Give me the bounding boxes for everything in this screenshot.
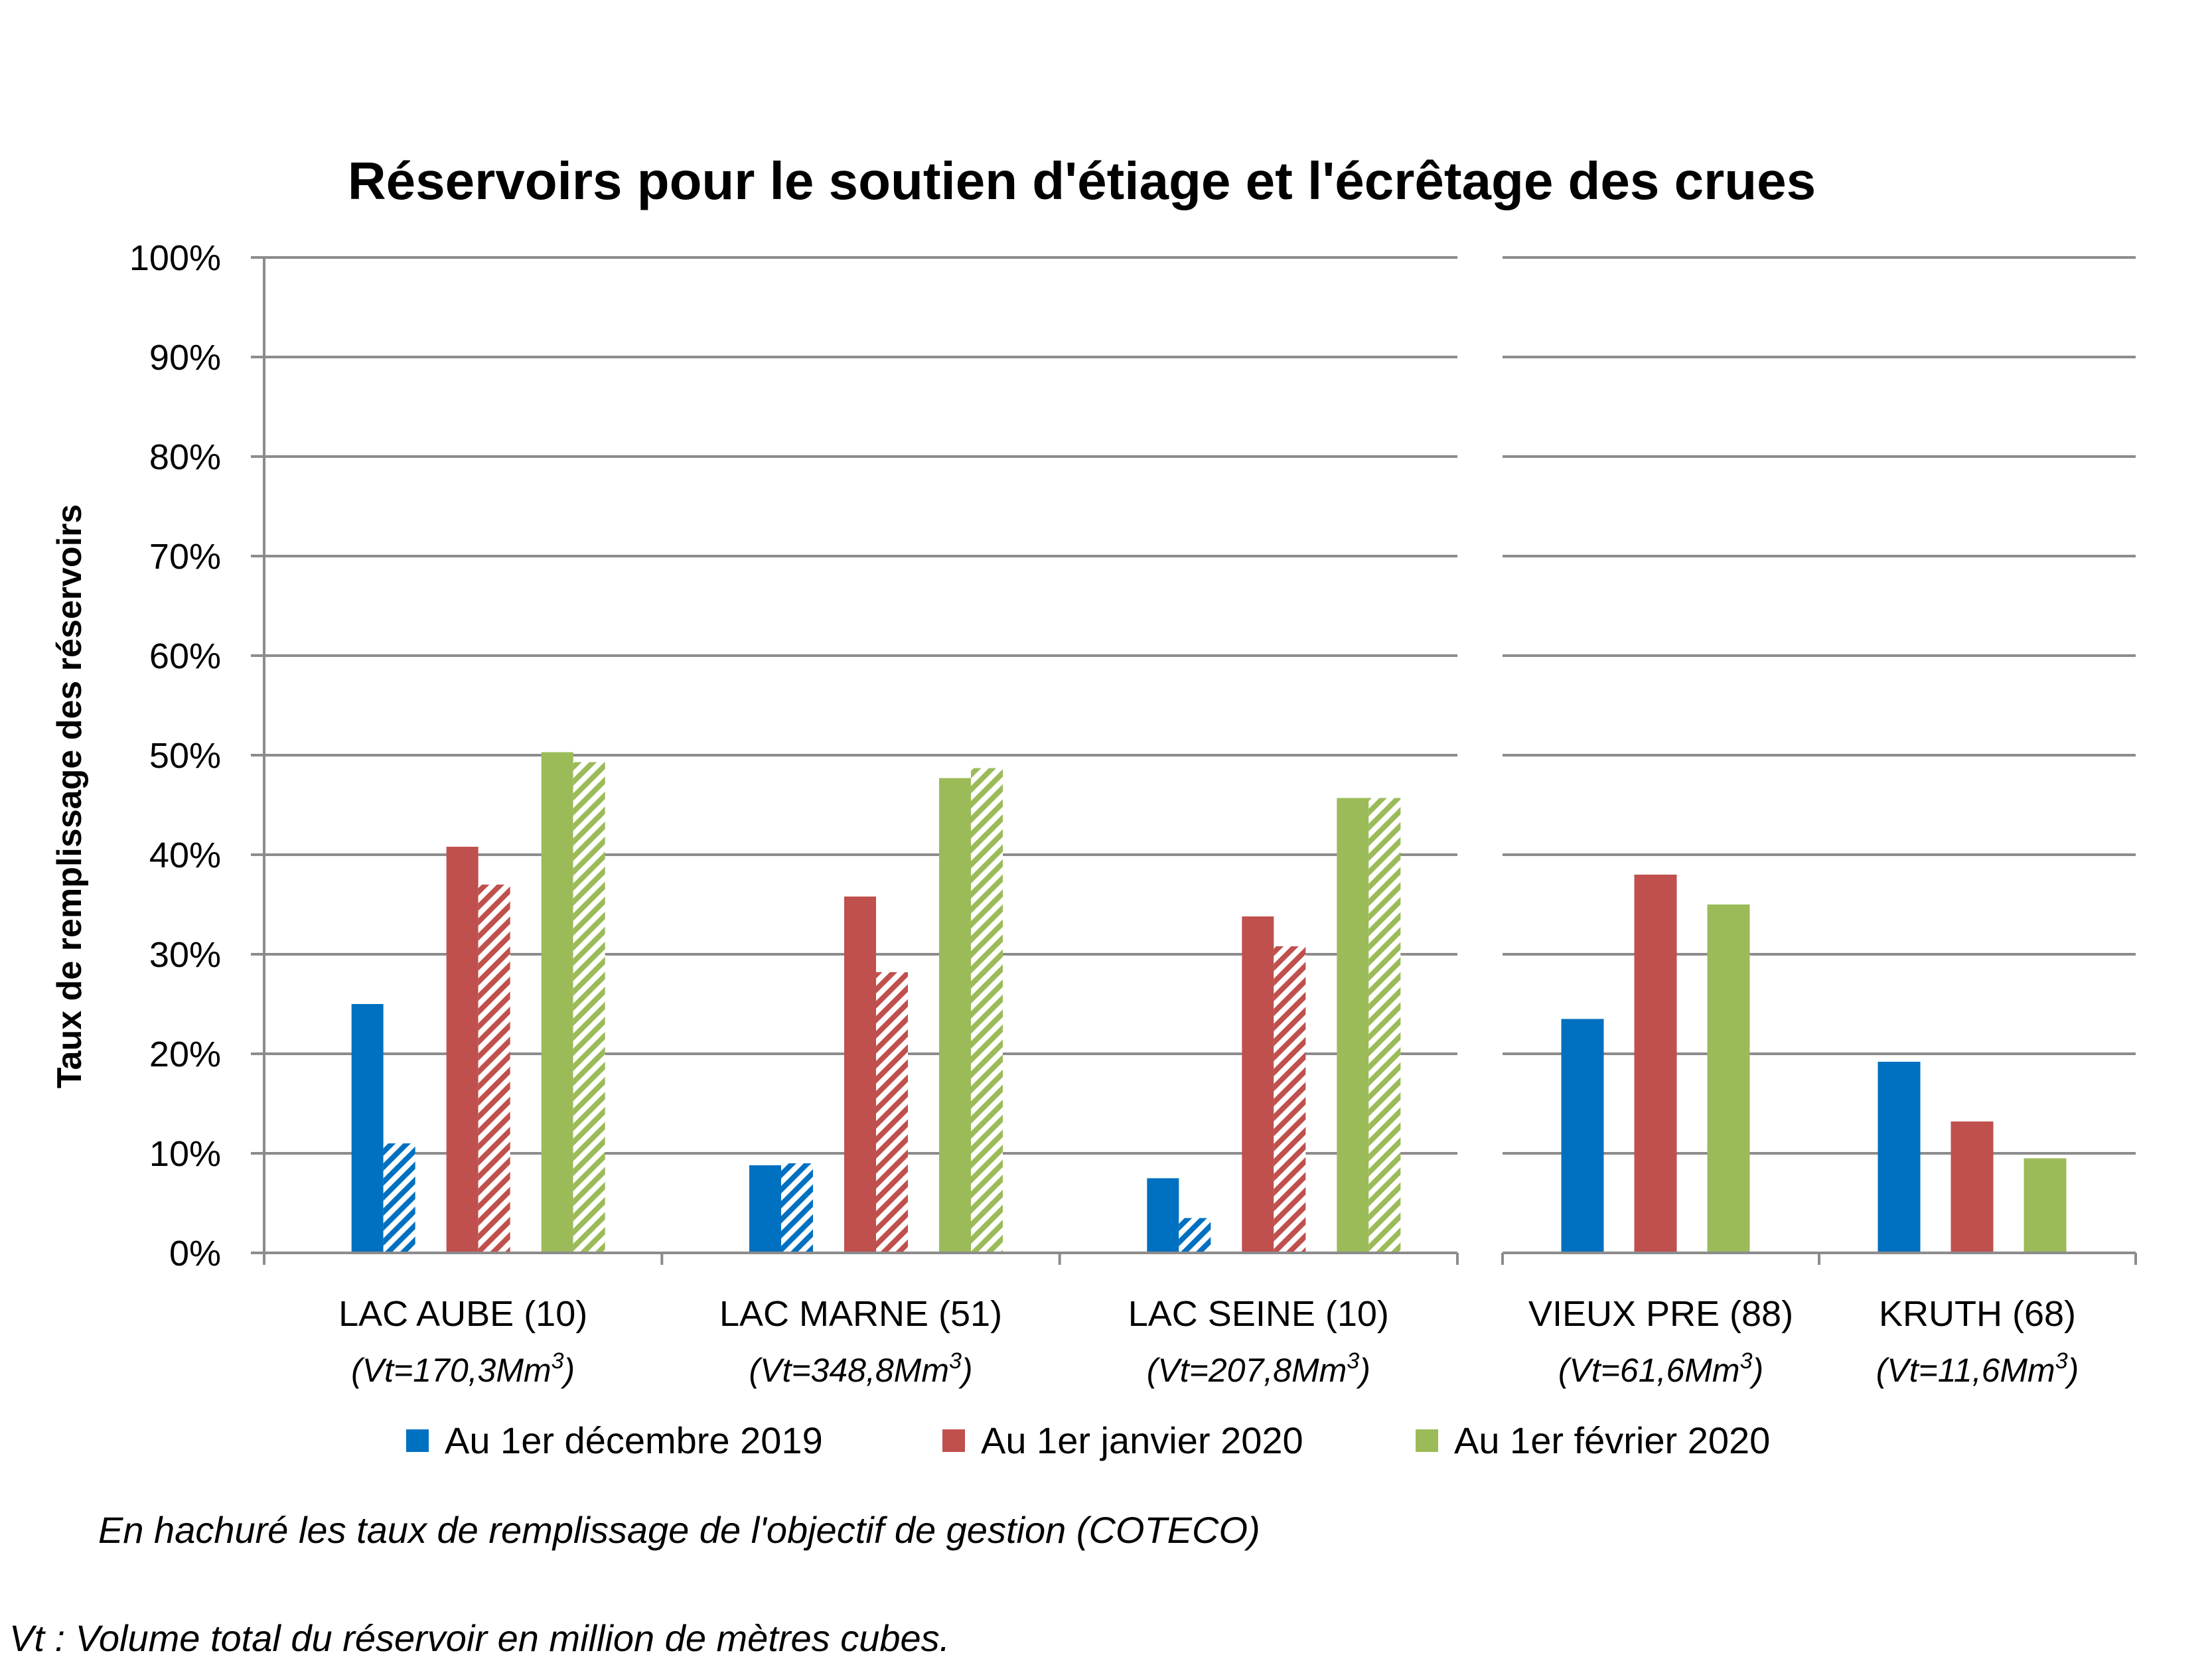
- bar-objective-0-1: [478, 885, 510, 1253]
- legend-label-1: Au 1er janvier 2020: [981, 1419, 1303, 1461]
- bar-objective-1-0: [781, 1163, 813, 1253]
- category-volume: (Vt=207,8Mm3): [1147, 1348, 1370, 1389]
- y-tick-label: 0%: [169, 1234, 221, 1273]
- category-labels: LAC AUBE (10) (Vt=170,3Mm3) LAC MARNE (51)…: [338, 1294, 2079, 1389]
- y-tick-label: 90%: [149, 338, 221, 378]
- y-tick-label: 100%: [129, 238, 221, 278]
- bar-4-1: [1951, 1121, 1994, 1253]
- category-label: VIEUX PRE (88): [1528, 1294, 1793, 1334]
- bar-objective-1-2: [971, 768, 1003, 1253]
- bar-0-0: [351, 1004, 384, 1253]
- y-tick-labels: 0% 10% 20% 30% 40% 50% 60% 70% 80% 90% 100%: [129, 238, 221, 1273]
- legend-swatch-0: [406, 1429, 429, 1452]
- bar-objective-0-0: [383, 1143, 415, 1253]
- bar-1-1: [844, 897, 876, 1253]
- category-volume: (Vt=11,6Mm3): [1876, 1348, 2079, 1389]
- bar-2-0: [1147, 1178, 1179, 1253]
- y-tick-label: 80%: [149, 437, 221, 477]
- vt-note: Vt : Volume total du réservoir en millio…: [9, 1617, 950, 1659]
- y-axis-label: Taux de remplissage des réservoirs: [50, 504, 89, 1089]
- gridlines: [251, 256, 2136, 1254]
- bar-objective-2-0: [1179, 1218, 1211, 1253]
- y-tick-label: 40%: [149, 835, 221, 875]
- y-tick-label: 50%: [149, 736, 221, 776]
- y-tick-label: 20%: [149, 1035, 221, 1074]
- x-axis: [251, 257, 2137, 1265]
- bar-3-1: [1634, 875, 1677, 1253]
- bar-2-1: [1242, 916, 1274, 1253]
- bar-1-2: [939, 778, 971, 1253]
- bar-0-2: [541, 752, 573, 1253]
- legend-swatch-2: [1416, 1429, 1438, 1452]
- bar-objective-0-2: [573, 762, 605, 1253]
- bars: [351, 752, 2067, 1253]
- bar-1-0: [749, 1165, 781, 1253]
- bar-objective-1-1: [876, 972, 908, 1253]
- bar-0-1: [446, 847, 479, 1253]
- bar-2-2: [1337, 798, 1369, 1253]
- y-tick-label: 30%: [149, 935, 221, 975]
- category-label: LAC MARNE (51): [719, 1294, 1002, 1334]
- chart-title: Réservoirs pour le soutien d'étiage et l…: [348, 151, 1816, 210]
- category-label: KRUTH (68): [1879, 1294, 2076, 1334]
- bar-3-2: [1707, 904, 1750, 1253]
- bar-3-0: [1561, 1019, 1604, 1253]
- legend-label-2: Au 1er février 2020: [1454, 1419, 1770, 1461]
- category-volume: (Vt=170,3Mm3): [351, 1348, 575, 1389]
- category-volume: (Vt=348,8Mm3): [749, 1348, 972, 1389]
- bar-4-2: [2024, 1158, 2067, 1253]
- legend: Au 1er décembre 2019 Au 1er janvier 2020 A…: [406, 1419, 1770, 1461]
- hatched-note: En hachuré les taux de remplissage de l'…: [98, 1509, 1260, 1551]
- y-tick-label: 60%: [149, 636, 221, 676]
- y-tick-label: 70%: [149, 537, 221, 577]
- bar-4-0: [1878, 1062, 1921, 1253]
- bar-objective-2-1: [1274, 946, 1306, 1253]
- category-label: LAC AUBE (10): [338, 1294, 587, 1334]
- y-tick-label: 10%: [149, 1134, 221, 1174]
- bar-objective-2-2: [1368, 798, 1401, 1253]
- legend-swatch-1: [942, 1429, 965, 1452]
- legend-label-0: Au 1er décembre 2019: [445, 1419, 823, 1461]
- category-label: LAC SEINE (10): [1128, 1294, 1389, 1334]
- category-volume: (Vt=61,6Mm3): [1558, 1348, 1763, 1389]
